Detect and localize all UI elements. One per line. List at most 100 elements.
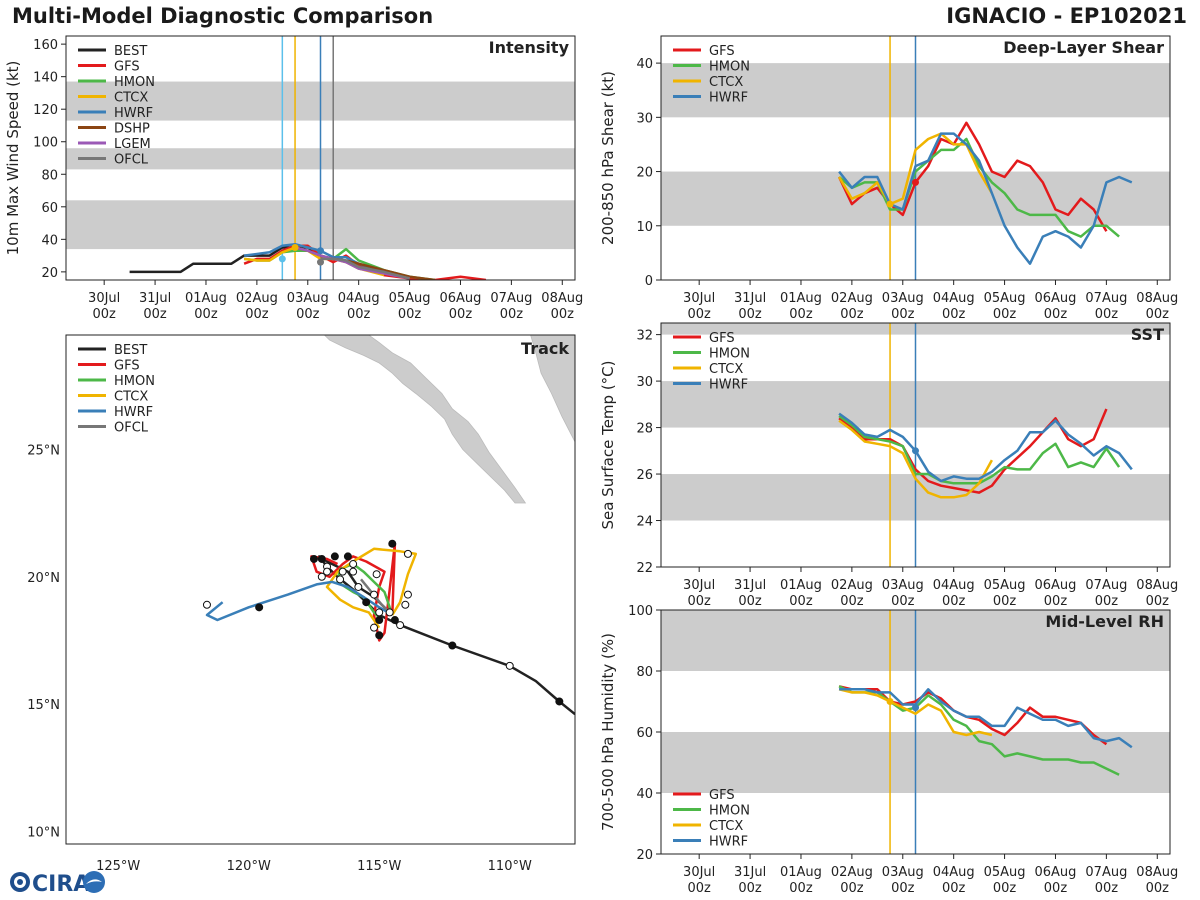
intensity-ytick-label-40: 40 — [41, 233, 58, 248]
storm-id-title: IGNACIO - EP102021 — [946, 4, 1187, 28]
intensity-xtick-label-0: 30Jul — [88, 291, 120, 306]
rh-xtick-label-3: 02Aug — [831, 865, 873, 880]
intensity-legend-label-best: BEST — [114, 44, 147, 59]
track-position-marker-24 — [375, 631, 384, 640]
cira-logo: CIRA — [10, 871, 105, 897]
rh-xtick-label-z-2: 00z — [789, 881, 813, 896]
rh-xtick-label-4: 03Aug — [882, 865, 924, 880]
shear-xtick-label-9: 08Aug — [1136, 291, 1178, 306]
shear-xtick-label-8: 07Aug — [1085, 291, 1127, 306]
shear-ytick-label-20: 20 — [636, 166, 653, 181]
sst-xtick-label-3: 02Aug — [831, 578, 873, 593]
rh-ytick-label-100: 100 — [628, 604, 653, 619]
shear-panel-title: Deep-Layer Shear — [1003, 38, 1164, 57]
track-position-marker-8 — [323, 567, 332, 576]
track-position-marker-19 — [375, 608, 384, 617]
sst-ylabel: Sea Surface Temp (°C) — [599, 360, 617, 529]
track-position-marker-17 — [362, 598, 371, 607]
rh-xtick-label-z-9: 00z — [1146, 881, 1170, 896]
rh-xtick-label-z-0: 00z — [687, 881, 711, 896]
track-best-marker-2 — [448, 641, 457, 650]
sst-xtick-label-z-7: 00z — [1044, 594, 1068, 609]
sst-xtick-label-z-0: 00z — [687, 594, 711, 609]
track-legend-label-ofcl: OFCL — [114, 421, 149, 436]
rh-series-gfs — [838, 685, 1108, 746]
shear-legend-label-ctcx: CTCX — [709, 75, 743, 90]
track-legend-label-hmon: HMON — [114, 374, 155, 389]
shear-xtick-label-z-4: 00z — [891, 307, 915, 322]
intensity-point-3 — [317, 247, 324, 255]
intensity-panel-title: Intensity — [489, 38, 570, 57]
intensity-legend-label-ctcx: CTCX — [114, 91, 148, 106]
shear-xtick-label-1: 31Jul — [734, 291, 766, 306]
sst-panel-title: SST — [1131, 325, 1164, 344]
track-lon-label-1: 120°W — [227, 859, 271, 874]
sst-xtick-label-z-8: 00z — [1095, 594, 1119, 609]
shear-xtick-label-5: 04Aug — [933, 291, 975, 306]
panel-sst: 22242628303230Jul00z31Jul00z01Aug00z02Au… — [599, 322, 1178, 609]
sst-xtick-label-7: 06Aug — [1035, 578, 1077, 593]
intensity-plot-area — [66, 36, 575, 280]
intensity-ytick-label-100: 100 — [33, 136, 58, 151]
sst-xtick-label-z-9: 00z — [1146, 594, 1170, 609]
shear-xtick-label-6: 05Aug — [984, 291, 1026, 306]
intensity-ylabel: 10m Max Wind Speed (kt) — [4, 61, 22, 256]
rh-xtick-label-z-7: 00z — [1044, 881, 1068, 896]
intensity-xtick-label-z-6: 00z — [398, 307, 422, 322]
track-best-marker-3 — [396, 621, 405, 630]
rh-xtick-label-7: 06Aug — [1035, 865, 1077, 880]
shear-frame — [660, 35, 1171, 281]
page-title: Multi-Model Diagnostic Comparison — [12, 4, 434, 28]
track-panel-title: Track — [521, 339, 569, 358]
rh-xtick-label-9: 08Aug — [1136, 865, 1178, 880]
intensity-ytick-label-160: 160 — [33, 38, 58, 53]
intensity-xtick-label-z-2: 00z — [194, 307, 218, 322]
intensity-xtick-label-8: 07Aug — [490, 291, 532, 306]
sst-xtick-label-0: 30Jul — [683, 578, 715, 593]
sst-series-hwrf — [838, 412, 1133, 483]
panel-rh: 2040608010030Jul00z31Jul00z01Aug00z02Aug… — [599, 604, 1178, 896]
track-frame — [65, 334, 576, 845]
panel-shear: 01020304030Jul00z31Jul00z01Aug00z02Aug00… — [599, 35, 1178, 322]
sst-xtick-label-z-5: 00z — [942, 594, 966, 609]
sst-ytick-label-32: 32 — [636, 329, 653, 344]
sst-xtick-label-4: 03Aug — [882, 578, 924, 593]
cira-logo-text: CIRA — [32, 872, 90, 897]
track-lat-label-0: 10°N — [27, 825, 60, 840]
intensity-point-1 — [291, 243, 299, 251]
intensity-xtick-label-1: 31Jul — [139, 291, 171, 306]
intensity-point-2 — [317, 258, 324, 266]
sst-xtick-label-9: 08Aug — [1136, 578, 1178, 593]
intensity-legend-label-hmon: HMON — [114, 75, 155, 90]
shear-xtick-label-z-5: 00z — [942, 307, 966, 322]
sst-legend-label-gfs: GFS — [709, 331, 735, 346]
shear-xtick-label-0: 30Jul — [683, 291, 715, 306]
sst-legend-label-hmon: HMON — [709, 347, 750, 362]
shear-ytick-label-10: 10 — [636, 220, 653, 235]
intensity-xtick-label-z-3: 00z — [245, 307, 269, 322]
track-legend-label-ctcx: CTCX — [114, 390, 148, 405]
sst-series-ctcx — [838, 419, 993, 499]
intensity-xtick-label-z-1: 00z — [143, 307, 167, 322]
shear-xtick-label-z-9: 00z — [1146, 307, 1170, 322]
track-position-marker-18 — [401, 600, 410, 609]
sst-xtick-label-z-6: 00z — [993, 594, 1017, 609]
shear-xtick-label-z-0: 00z — [687, 307, 711, 322]
track-position-marker-10 — [349, 567, 358, 576]
track-position-marker-2 — [309, 554, 318, 563]
sst-xtick-label-z-4: 00z — [891, 594, 915, 609]
shear-ytick-label-0: 0 — [645, 274, 653, 289]
track-lat-label-3: 25°N — [27, 444, 60, 459]
shear-legend-label-gfs: GFS — [709, 44, 735, 59]
rh-series-hwrf — [839, 688, 1133, 749]
shear-ytick-label-30: 30 — [636, 111, 653, 126]
shear-xtick-label-3: 02Aug — [831, 291, 873, 306]
track-position-marker-6 — [349, 560, 358, 569]
shear-point-0 — [886, 200, 894, 208]
track-series-best — [317, 555, 575, 716]
track-position-marker-14 — [354, 582, 363, 591]
sst-legend-label-hwrf: HWRF — [709, 378, 748, 393]
shear-ytick-label-40: 40 — [636, 57, 653, 72]
track-position-marker-22 — [375, 616, 384, 625]
